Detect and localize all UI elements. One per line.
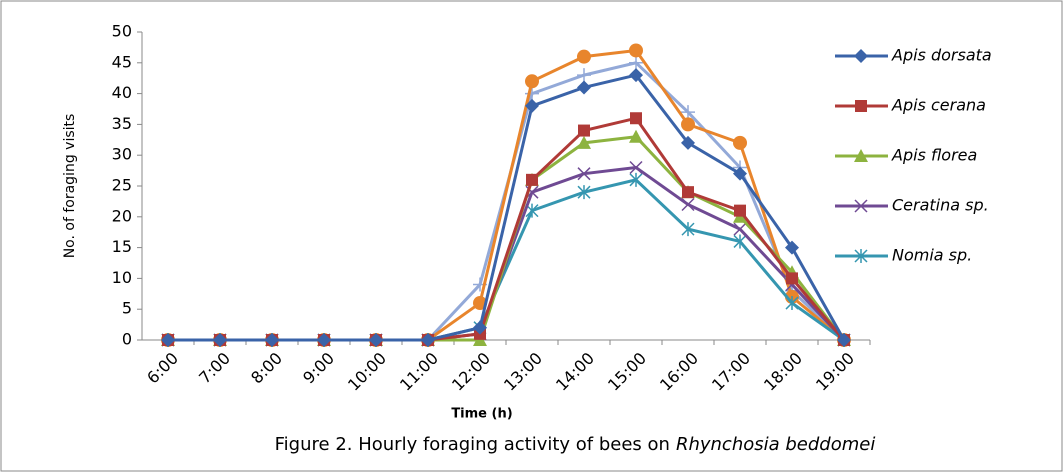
data-point — [577, 167, 591, 181]
data-point — [733, 234, 747, 249]
legend-marker — [855, 100, 867, 112]
data-point — [681, 222, 695, 237]
data-point — [369, 333, 383, 347]
legend-label: Ceratina sp. — [892, 196, 989, 215]
legend-marker — [854, 49, 868, 63]
data-point — [630, 112, 642, 125]
data-point — [786, 272, 798, 285]
y-tick-label: 10 — [112, 268, 132, 287]
series-line — [168, 73, 846, 342]
y-tick-label: 25 — [112, 176, 132, 195]
caption: Figure 2. Hourly foraging activity of be… — [275, 434, 876, 455]
data-point — [525, 86, 539, 101]
data-point — [681, 105, 695, 120]
legend-label: Apis cerana — [891, 96, 986, 115]
data-point — [577, 80, 591, 95]
data-point — [682, 186, 694, 199]
data-point — [629, 129, 643, 143]
legend-label: Apis florea — [891, 146, 977, 165]
y-tick-label: 15 — [112, 237, 132, 256]
data-point — [577, 49, 591, 64]
data-point — [734, 204, 746, 217]
data-point — [733, 135, 747, 150]
legend-marker — [854, 149, 868, 162]
legend-marker — [854, 249, 868, 263]
legend-marker — [854, 199, 868, 213]
y-axis-label: No. of foraging visits — [62, 114, 78, 259]
legend-label: Apis dorsata — [891, 46, 992, 65]
data-point — [785, 296, 799, 311]
data-point — [577, 68, 591, 83]
caption-species: Rhynchosia beddomei — [676, 434, 875, 455]
data-point — [629, 68, 643, 83]
data-point — [733, 166, 747, 181]
data-point — [837, 333, 851, 347]
y-tick-label: 40 — [112, 83, 132, 102]
data-point — [317, 333, 331, 347]
data-point — [161, 333, 175, 347]
data-point — [473, 320, 487, 335]
y-tick-label: 35 — [112, 114, 132, 133]
data-point — [629, 55, 643, 70]
y-tick-label: 0 — [122, 330, 132, 349]
data-point — [681, 135, 695, 150]
legend-label: Nomia sp. — [892, 246, 972, 265]
y-tick-label: 20 — [112, 206, 132, 225]
x-axis-label: Time (h) — [451, 407, 512, 422]
data-point — [525, 98, 539, 113]
data-point — [681, 117, 695, 132]
data-point — [629, 160, 643, 175]
data-point — [577, 135, 591, 149]
y-tick-label: 45 — [112, 52, 132, 71]
data-point — [785, 240, 799, 255]
data-point — [525, 74, 539, 89]
data-point — [733, 222, 747, 236]
caption-prefix: Figure 2. Hourly foraging activity of be… — [275, 434, 670, 455]
data-point — [629, 172, 643, 187]
data-point — [577, 185, 591, 200]
y-tick-label: 30 — [112, 145, 132, 164]
data-point — [213, 333, 227, 347]
data-point — [681, 197, 695, 212]
data-point — [265, 333, 279, 347]
data-point — [629, 43, 643, 58]
y-tick-label: 50 — [112, 22, 132, 41]
data-point — [421, 333, 435, 347]
data-point — [578, 124, 590, 137]
data-point — [526, 173, 538, 186]
y-tick-label: 5 — [122, 299, 132, 318]
